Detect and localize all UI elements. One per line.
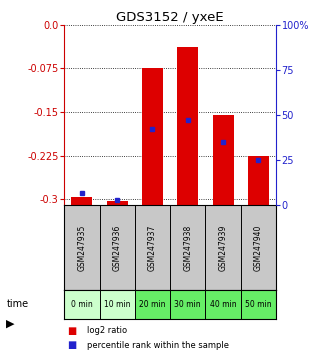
Bar — [248, 156, 269, 205]
Text: GSM247938: GSM247938 — [183, 225, 192, 271]
Title: GDS3152 / yxeE: GDS3152 / yxeE — [116, 11, 224, 24]
Bar — [64, 290, 100, 319]
Text: 10 min: 10 min — [104, 300, 130, 309]
Text: 0 min: 0 min — [71, 300, 93, 309]
Text: 50 min: 50 min — [245, 300, 272, 309]
Text: 40 min: 40 min — [210, 300, 236, 309]
Text: 30 min: 30 min — [175, 300, 201, 309]
Text: GSM247939: GSM247939 — [219, 224, 228, 271]
Bar — [100, 290, 135, 319]
Bar — [107, 201, 128, 205]
Text: ■: ■ — [67, 340, 77, 350]
Bar — [213, 115, 234, 205]
Bar — [177, 47, 198, 205]
Text: GSM247935: GSM247935 — [77, 224, 86, 271]
Bar — [71, 196, 92, 205]
Text: log2 ratio: log2 ratio — [87, 326, 127, 336]
Text: GSM247940: GSM247940 — [254, 224, 263, 271]
Bar — [241, 290, 276, 319]
Bar — [135, 290, 170, 319]
Text: percentile rank within the sample: percentile rank within the sample — [87, 341, 229, 350]
Text: 20 min: 20 min — [139, 300, 166, 309]
Text: GSM247936: GSM247936 — [113, 224, 122, 271]
Text: time: time — [6, 299, 29, 309]
Bar — [205, 290, 241, 319]
Text: ■: ■ — [67, 326, 77, 336]
Text: GSM247937: GSM247937 — [148, 224, 157, 271]
Bar — [142, 68, 163, 205]
Text: ▶: ▶ — [6, 319, 15, 329]
Bar — [170, 290, 205, 319]
